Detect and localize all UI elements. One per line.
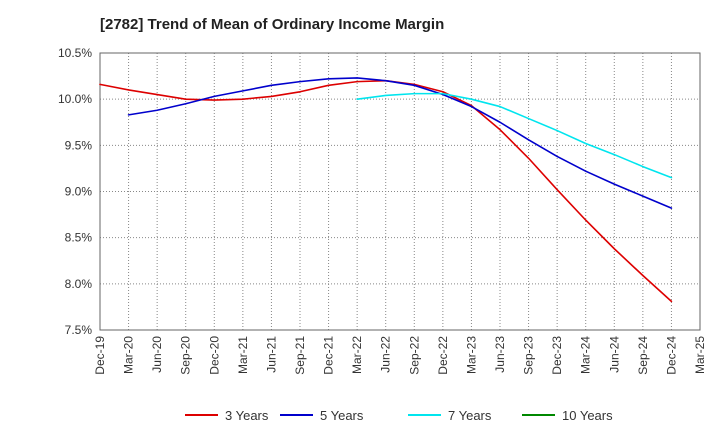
y-tick-label: 10.0% <box>58 92 92 106</box>
x-tick-label: Dec-22 <box>436 336 450 375</box>
x-tick-label: Jun-20 <box>150 336 164 373</box>
y-tick-label: 9.0% <box>65 185 93 199</box>
x-tick-label: Mar-21 <box>236 336 250 374</box>
y-tick-label: 9.5% <box>65 138 93 152</box>
x-tick-label: Dec-20 <box>207 336 221 375</box>
x-tick-label: Mar-23 <box>464 336 478 374</box>
x-tick-label: Dec-24 <box>664 336 678 375</box>
x-tick-label: Mar-25 <box>693 336 707 374</box>
y-tick-label: 8.5% <box>65 231 93 245</box>
x-tick-label: Dec-23 <box>550 336 564 375</box>
y-tick-label: 8.0% <box>65 277 93 291</box>
legend-label: 10 Years <box>562 408 613 423</box>
chart-title: [2782] Trend of Mean of Ordinary Income … <box>100 16 445 33</box>
series-line-5-years <box>127 77 673 209</box>
x-tick-label: Sep-21 <box>293 336 307 375</box>
x-tick-label: Sep-20 <box>179 336 193 375</box>
legend-label: 5 Years <box>320 408 364 423</box>
x-tick-label: Mar-20 <box>122 336 136 374</box>
x-tick-label: Sep-23 <box>522 336 536 375</box>
x-tick-label: Jun-21 <box>264 336 278 373</box>
x-tick-label: Jun-22 <box>379 336 393 373</box>
y-tick-label: 10.5% <box>58 46 92 60</box>
x-tick-label: Jun-24 <box>607 336 621 373</box>
legend-label: 3 Years <box>225 408 269 423</box>
series-line-7-years <box>356 92 673 179</box>
x-tick-label: Mar-22 <box>350 336 364 374</box>
x-tick-label: Sep-22 <box>407 336 421 375</box>
x-tick-label: Dec-19 <box>93 336 107 375</box>
x-tick-label: Jun-23 <box>493 336 507 373</box>
y-tick-label: 7.5% <box>65 323 93 337</box>
x-tick-label: Mar-24 <box>579 336 593 374</box>
plot-frame <box>99 52 701 331</box>
x-tick-label: Dec-21 <box>322 336 336 375</box>
x-tick-label: Sep-24 <box>636 336 650 375</box>
legend-label: 7 Years <box>448 408 492 423</box>
